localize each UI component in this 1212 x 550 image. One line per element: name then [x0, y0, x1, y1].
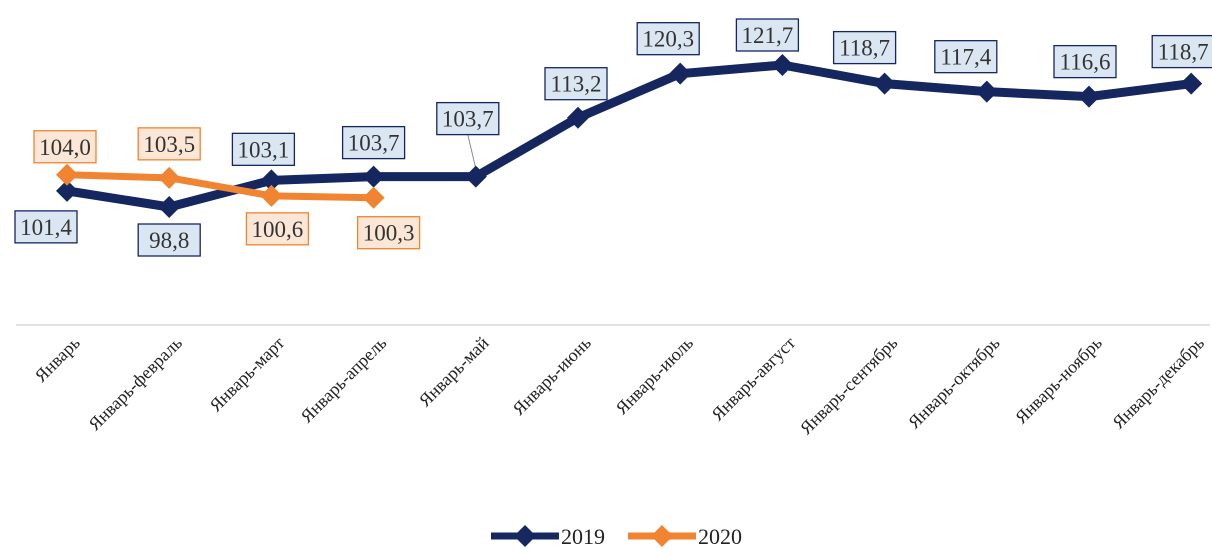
data-label-2019-7: 120,3 — [637, 23, 699, 55]
legend-label: 2019 — [561, 524, 605, 549]
data-label-2019-10: 117,4 — [935, 41, 997, 73]
data-label-2019-1: 101,4 — [15, 211, 77, 243]
data-label-value: 120,3 — [642, 27, 694, 52]
data-label-value: 103,7 — [348, 131, 400, 156]
leader-lines — [468, 135, 476, 169]
data-label-2020-3: 100,6 — [246, 213, 308, 245]
x-tick-label: Январь-декабрь — [1108, 333, 1208, 433]
x-tick-label: Январь-август — [707, 333, 799, 425]
data-point-2020-4 — [363, 187, 385, 209]
data-label-value: 121,7 — [742, 23, 794, 48]
x-tick-label: Январь-июнь — [509, 333, 595, 419]
x-tick-label: Январь-ноябрь — [1011, 333, 1106, 428]
x-tick-label: Январь-февраль — [84, 333, 186, 435]
data-label-value: 116,6 — [1060, 50, 1111, 75]
data-point-2019-11 — [1078, 86, 1100, 108]
data-label-2019-9: 118,7 — [834, 32, 896, 64]
data-label-2020-4: 100,3 — [358, 217, 420, 249]
data-point-2019-4 — [363, 166, 385, 188]
x-tick-label: Январь-июль — [612, 333, 698, 419]
series-layer — [56, 54, 1202, 218]
data-point-2019-8 — [771, 54, 793, 76]
data-label-2019-11: 116,6 — [1054, 46, 1116, 78]
data-label-value: 98,8 — [149, 228, 189, 253]
data-label-value: 101,4 — [20, 215, 72, 240]
x-tick-label: Январь — [31, 333, 84, 386]
data-label-value: 103,5 — [143, 132, 195, 157]
data-label-value: 113,2 — [551, 72, 602, 97]
data-label-2020-2: 103,5 — [138, 128, 200, 160]
x-tick-label: Январь-сентябрь — [796, 333, 902, 439]
x-tick-label: Январь-май — [415, 332, 493, 410]
legend-marker — [514, 525, 536, 547]
data-point-2019-12 — [1180, 73, 1202, 95]
series-2020 — [56, 164, 385, 209]
data-label-value: 104,0 — [39, 135, 91, 160]
data-label-2019-5: 103,7 — [437, 103, 499, 135]
legend-marker — [651, 525, 673, 547]
legend-item-2019: 2019 — [491, 524, 605, 549]
x-tick-label: Январь-октябрь — [904, 333, 1004, 433]
data-label-2019-3: 103,1 — [232, 133, 294, 165]
data-point-2020-3 — [260, 185, 282, 207]
data-label-2020-1: 104,0 — [34, 131, 96, 163]
data-point-2020-2 — [158, 167, 180, 189]
legend: 2019 2020 — [491, 524, 742, 549]
data-label-2019-2: 98,8 — [138, 224, 200, 256]
data-point-2019-2 — [158, 196, 180, 218]
data-label-2019-4: 103,7 — [343, 127, 405, 159]
data-point-2020-1 — [56, 164, 78, 186]
x-tick-label: Январь-апрель — [297, 333, 391, 427]
data-label-2019-12: 118,7 — [1152, 36, 1212, 68]
data-label-2019-6: 113,2 — [545, 68, 607, 100]
leader-line — [468, 135, 476, 169]
series-2019 — [56, 54, 1202, 218]
legend-item-2020: 2020 — [628, 524, 742, 549]
x-tick-label: Январь-март — [206, 333, 289, 416]
legend-label: 2020 — [698, 524, 742, 549]
data-point-2019-10 — [976, 81, 998, 103]
x-axis-tick-labels: Январь Январь-февраль Январь-март Январь-ап… — [31, 332, 1208, 438]
data-label-value: 118,7 — [1158, 40, 1209, 65]
data-label-value: 100,3 — [363, 221, 415, 246]
data-label-value: 117,4 — [940, 45, 991, 70]
data-label-2019-8: 121,7 — [736, 19, 798, 51]
data-labels: 101,4 98,8 103,1 103,7 103,7 113,2 120,3 121,7 1… — [15, 19, 1212, 256]
data-label-value: 103,7 — [442, 107, 494, 132]
data-label-value: 100,6 — [252, 217, 304, 242]
data-point-2019-9 — [874, 73, 896, 95]
data-label-value: 118,7 — [839, 36, 890, 61]
data-label-value: 103,1 — [238, 137, 290, 162]
